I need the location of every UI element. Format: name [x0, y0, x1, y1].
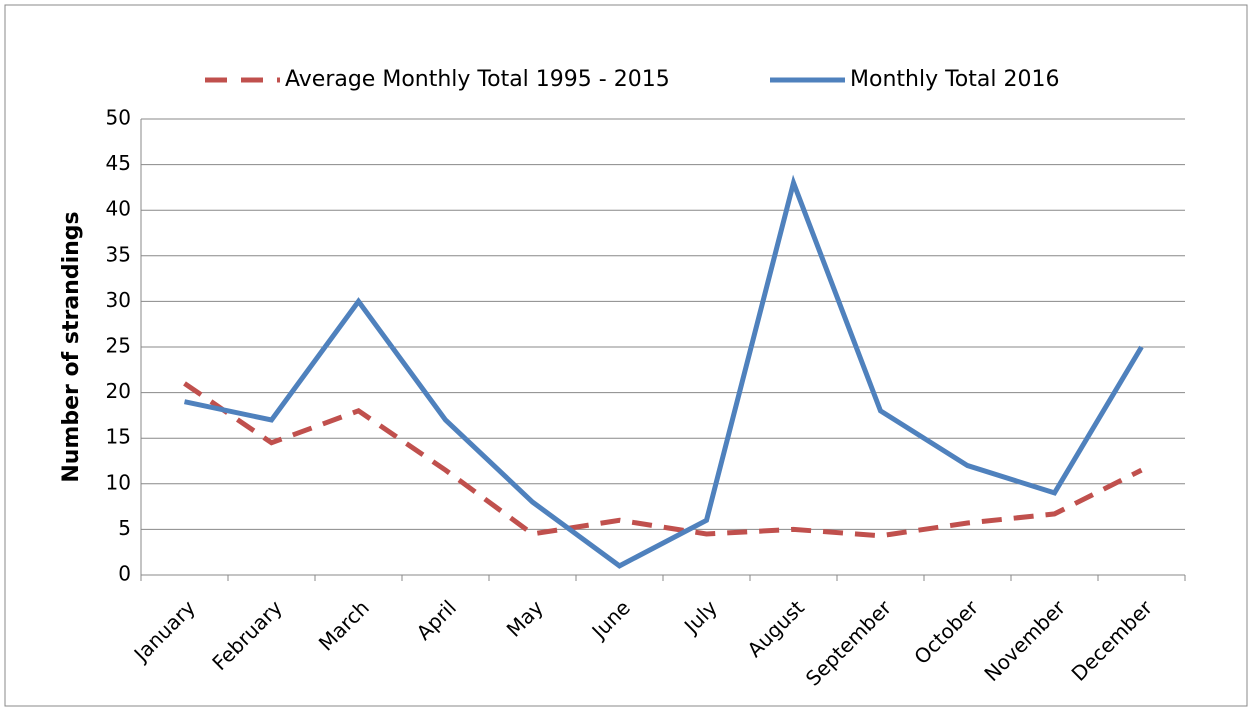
y-tick-label: 45 — [106, 151, 131, 175]
y-tick-label: 30 — [106, 288, 131, 312]
y-tick-label: 35 — [106, 242, 131, 266]
series-line — [183, 174, 1144, 569]
y-tick-label: 50 — [106, 106, 131, 130]
y-tick-label: 15 — [106, 425, 131, 449]
chart-border — [4, 4, 1248, 707]
y-tick-label: 20 — [106, 379, 131, 403]
y-tick-label: 25 — [106, 334, 131, 358]
y-tick-label: 5 — [118, 516, 131, 540]
legend-label: Average Monthly Total 1995 - 2015 — [285, 67, 670, 92]
y-tick-label: 10 — [106, 470, 131, 494]
y-axis-label: Number of strandings — [59, 211, 84, 482]
series-line — [183, 381, 1143, 539]
legend-label: Monthly Total 2016 — [850, 67, 1059, 92]
y-tick-label: 40 — [106, 197, 131, 221]
y-tick-label: 0 — [118, 562, 131, 586]
